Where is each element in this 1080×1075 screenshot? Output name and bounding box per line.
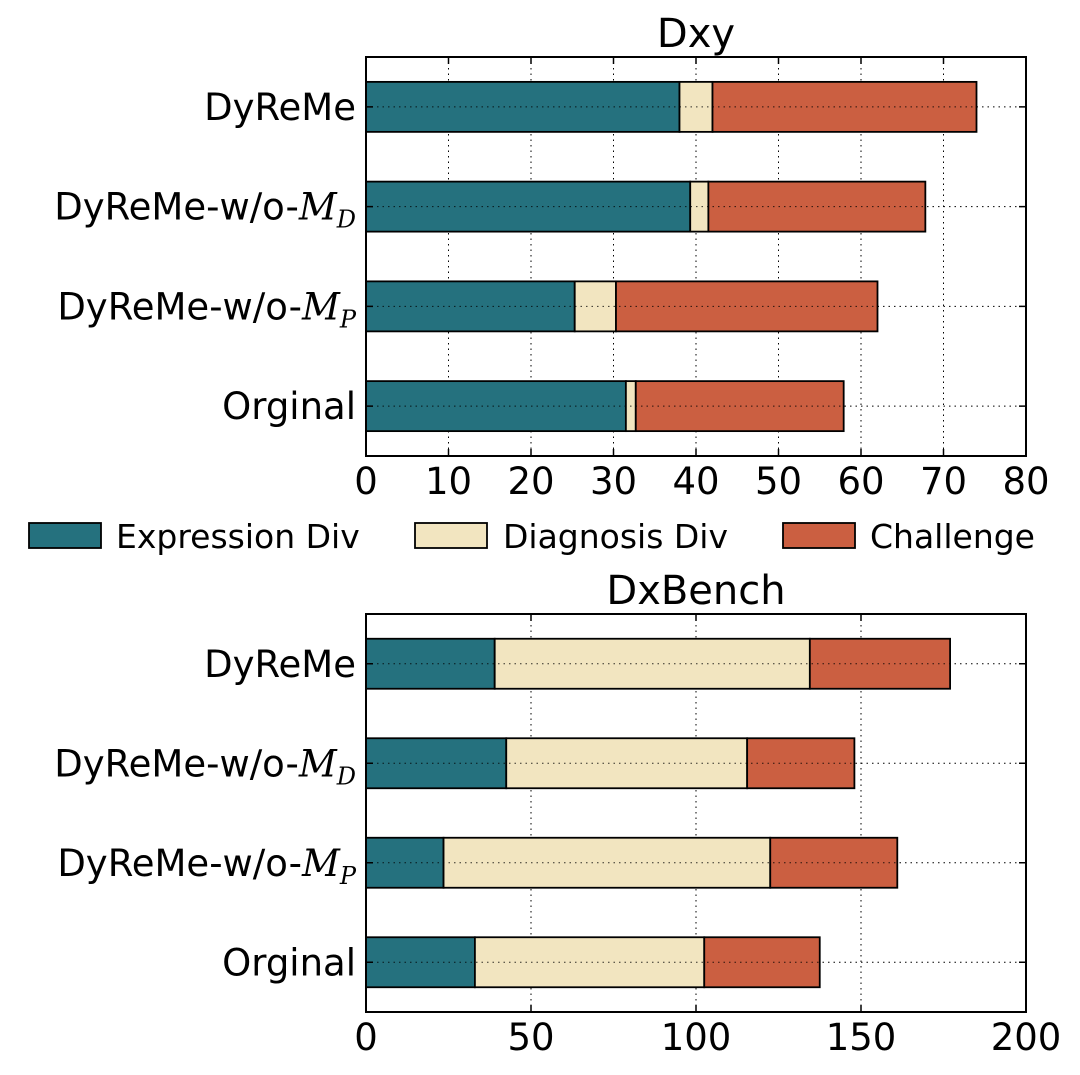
legend-label-diagnosis-div: Diagnosis Div [503, 517, 728, 556]
dxy-x-tick-label: 20 [507, 460, 554, 503]
dxbench-chart-title: DxBench [606, 568, 785, 614]
dxy-x-tick-label: 80 [1002, 460, 1049, 503]
dxbench-x-tick-label: 100 [661, 1016, 732, 1059]
dxy-bar-expression-div [365, 280, 576, 333]
dxy-x-tick-label: 40 [672, 460, 719, 503]
dxbench-category-label: DyReMe [204, 643, 356, 686]
dxy-x-tick-label: 30 [590, 460, 637, 503]
dxy-bar-challenge [634, 380, 845, 433]
dxbench-bar-expression-div [365, 637, 496, 690]
dxbench-chart-panel: DxBench DyReMe DyReMe-w/o-MD DyReMe-w/o-MP O… [54, 568, 1061, 1059]
legend: Expression Div Diagnosis Div Challenge [28, 517, 1035, 556]
dxbench-x-tick-label: 150 [826, 1016, 897, 1059]
dxy-category-label: DyReMe-w/o-MD [54, 186, 356, 234]
legend-swatch-challenge [782, 522, 856, 549]
dxbench-bar-expression-div [365, 737, 508, 790]
legend-label-challenge: Challenge [870, 517, 1035, 556]
legend-label-expression-div: Expression Div [116, 517, 360, 556]
dxy-category-label: Orginal [222, 385, 356, 428]
dxy-x-tick-label: 60 [837, 460, 884, 503]
dxy-x-tick-label: 70 [920, 460, 967, 503]
dxy-category-label: DyReMe-w/o-MP [57, 285, 357, 333]
dxy-x-tick-label: 10 [425, 460, 472, 503]
dxbench-category-label: DyReMe-w/o-MP [57, 842, 357, 890]
dxbench-bar-expression-div [365, 936, 476, 989]
dxy-bar-diagnosis-div [689, 180, 710, 233]
dxy-bar-expression-div [365, 380, 627, 433]
dxy-x-tick-label: 0 [354, 460, 378, 503]
dxy-chart-panel: Dxy DyReMe DyReMe-w/o-MD DyReMe-w/o-MP Orgin… [54, 11, 1049, 503]
legend-swatch-diagnosis-div [414, 522, 488, 549]
dxbench-category-label: Orginal [222, 941, 356, 984]
legend-swatch-expression-div [28, 522, 102, 549]
dxbench-x-tick-label: 50 [507, 1016, 554, 1059]
dxy-chart-title: Dxy [657, 11, 735, 57]
dxbench-bar-diagnosis-div [473, 936, 706, 989]
dxbench-category-label: DyReMe-w/o-MD [54, 742, 356, 790]
dxy-x-tick-label: 50 [755, 460, 802, 503]
dxbench-bar-challenge [808, 637, 951, 690]
dxy-bar-expression-div [365, 80, 681, 133]
dxy-category-label: DyReMe [204, 86, 356, 129]
dxbench-x-tick-label: 0 [354, 1016, 378, 1059]
dxbench-x-tick-label: 200 [991, 1016, 1062, 1059]
